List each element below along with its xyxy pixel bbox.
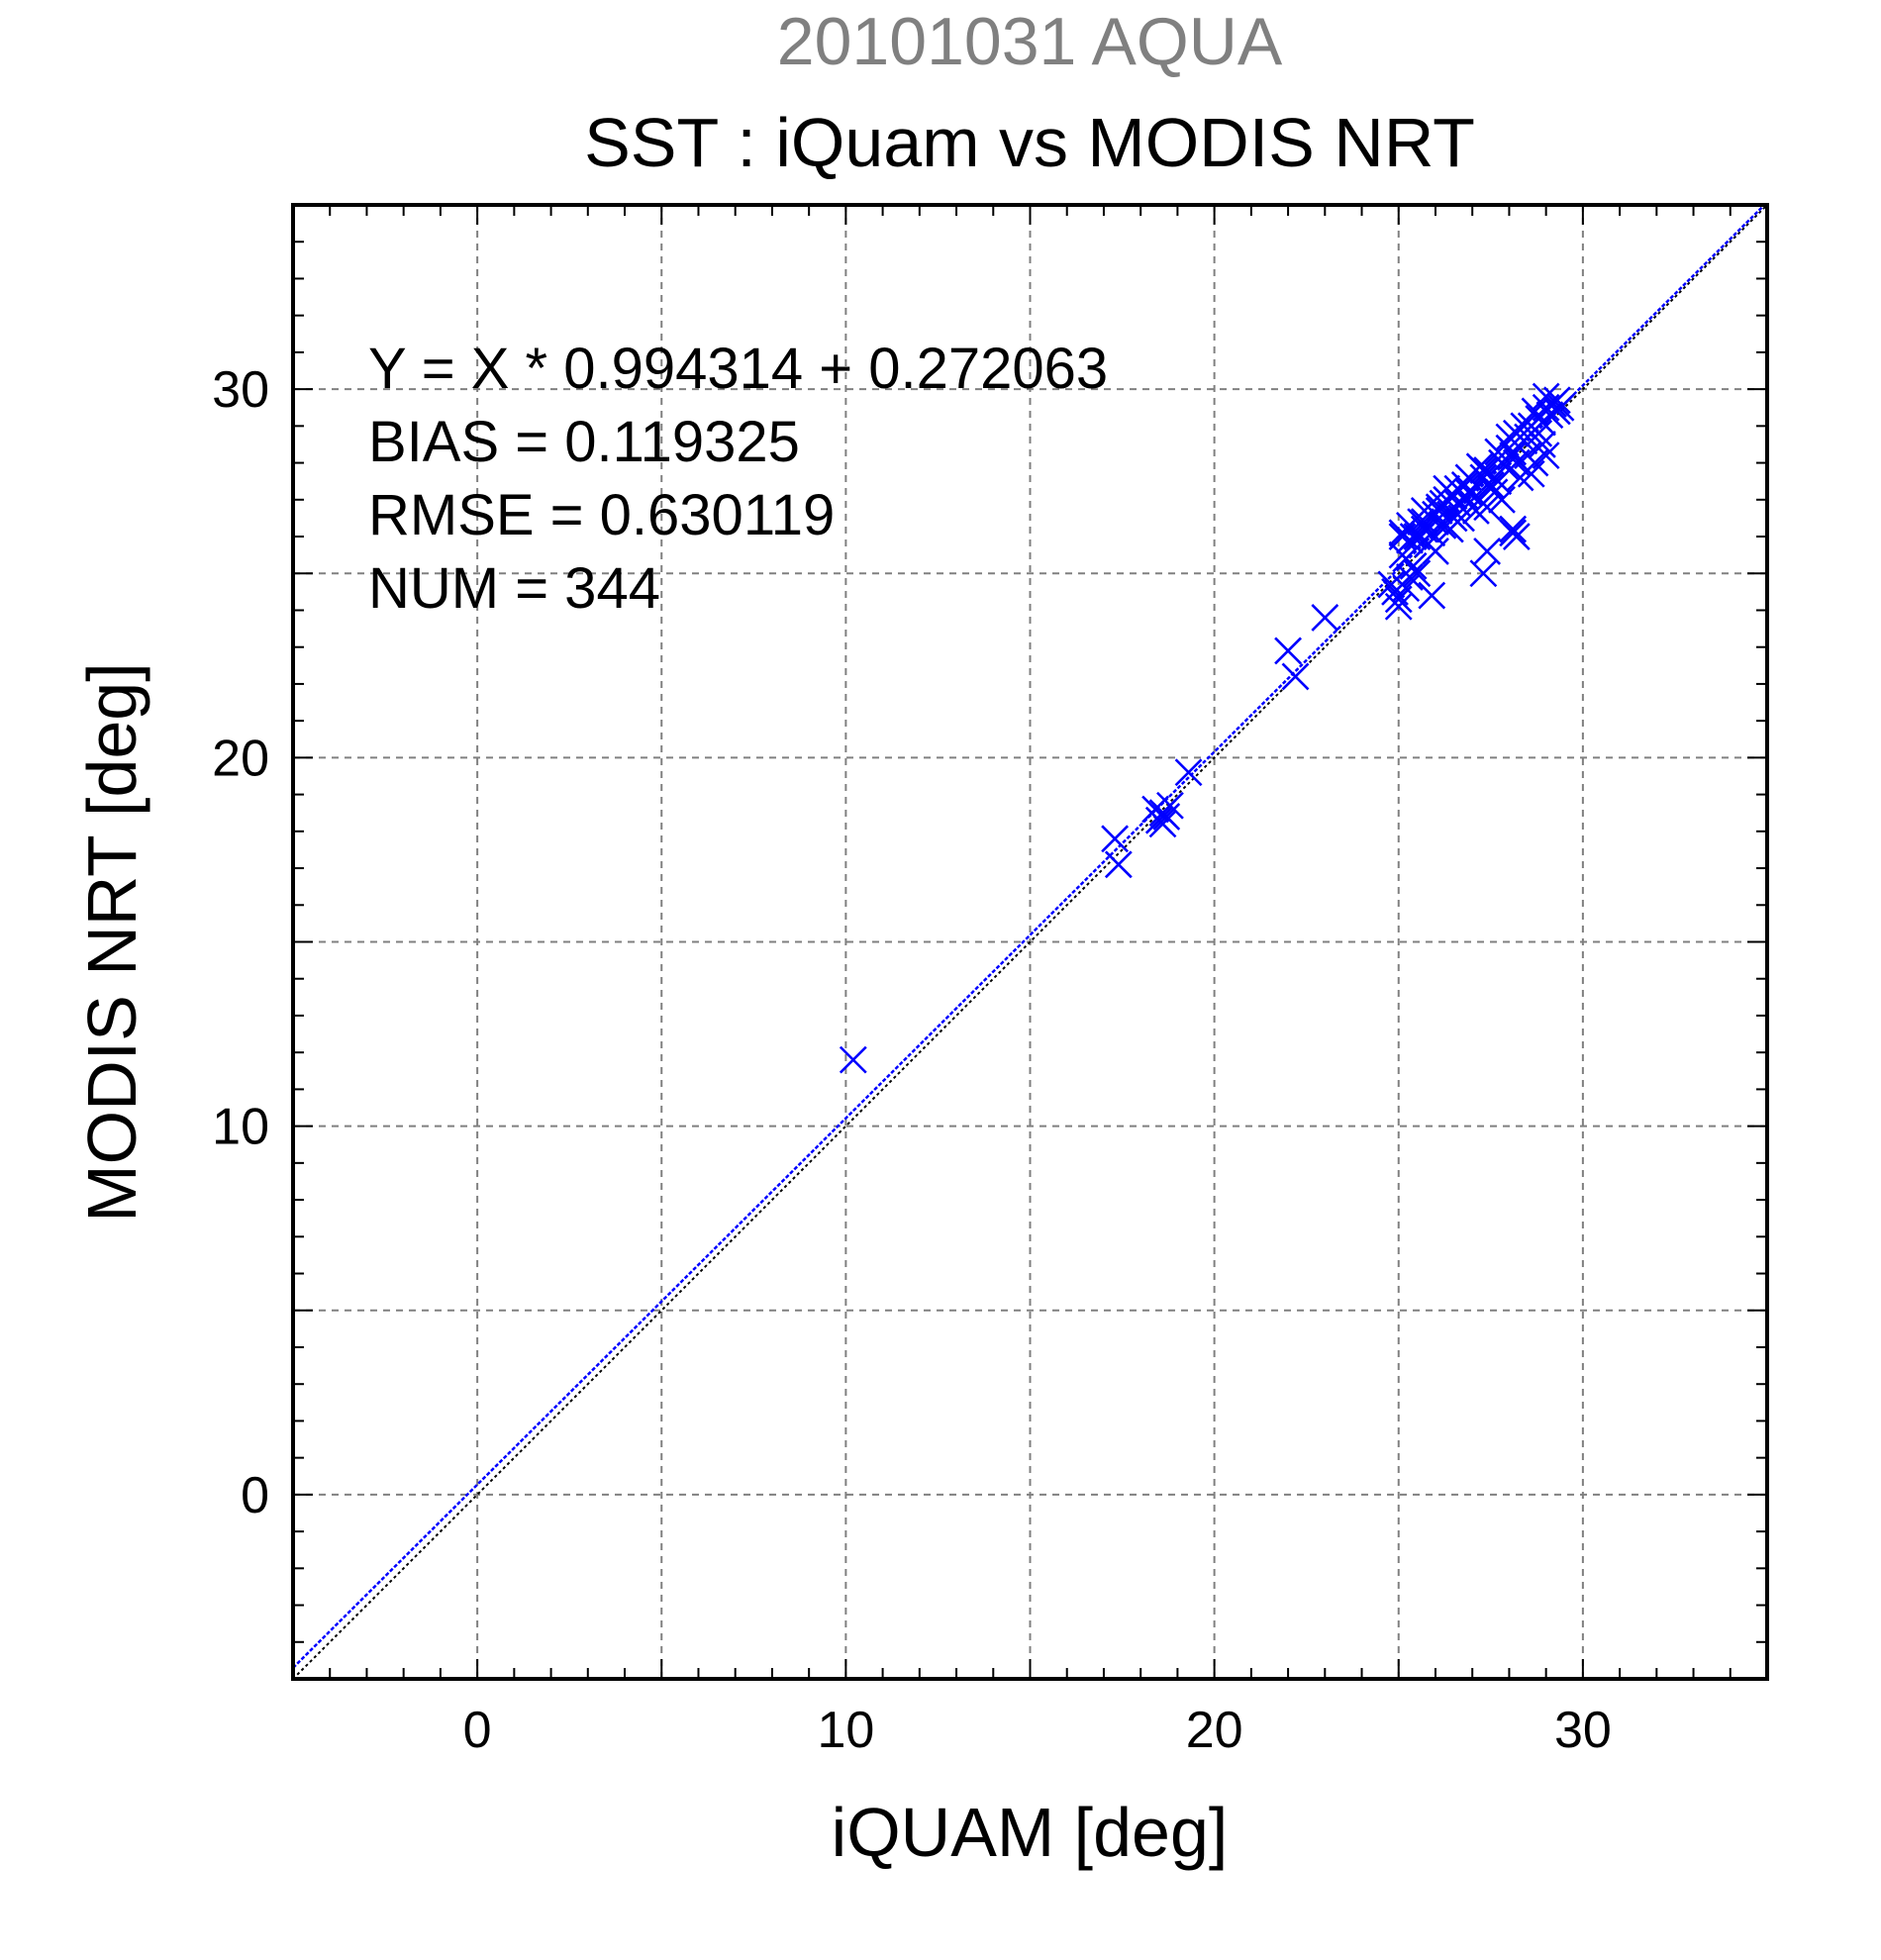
x-tick-label: 30 [1554, 1702, 1612, 1759]
data-point [1542, 386, 1571, 415]
annotation-bias: BIAS = 0.119325 [368, 410, 800, 474]
data-point [1311, 604, 1339, 632]
data-point [1484, 438, 1513, 466]
x-axis-label: iQUAM [deg] [832, 1794, 1229, 1871]
plot-frame [291, 203, 1769, 1681]
data-point [1392, 544, 1421, 573]
grid-layer [293, 205, 1767, 1679]
x-tick-label: 20 [1186, 1702, 1243, 1759]
data-point [1510, 412, 1538, 441]
data-point [1403, 559, 1432, 588]
data-point [1281, 662, 1310, 691]
data-point [1469, 456, 1498, 484]
data-point [1396, 563, 1424, 591]
y-tick-label: 30 [212, 361, 269, 419]
data-point [1407, 508, 1435, 537]
data-point [1148, 810, 1177, 838]
x-tick-label: 10 [817, 1702, 874, 1759]
data-point [1101, 825, 1130, 853]
data-point [1418, 581, 1446, 610]
y-tick-label: 10 [212, 1099, 269, 1156]
data-point [1156, 791, 1184, 820]
data-point [1499, 515, 1528, 543]
data-point [1502, 523, 1531, 550]
marker-layer [839, 382, 1575, 1074]
data-point [1439, 482, 1468, 510]
data-point [1488, 485, 1516, 514]
data-point [1502, 448, 1531, 477]
data-point [1473, 456, 1502, 484]
data-point [1469, 559, 1498, 588]
annotation-num: NUM = 344 [368, 556, 660, 621]
data-point [1532, 382, 1560, 411]
data-point [1152, 803, 1181, 831]
data-point [1384, 592, 1413, 621]
chart-title: SST : iQuam vs MODIS NRT [584, 104, 1475, 181]
stats-annotations: Y = X * 0.994314 + 0.272063 BIAS = 0.119… [368, 337, 1108, 621]
annotation-rmse: RMSE = 0.630119 [368, 483, 835, 547]
y-tick-label: 0 [241, 1467, 269, 1524]
data-point [1542, 397, 1571, 426]
chart-subtitle: 20101031 AQUA [777, 4, 1283, 79]
data-point [1525, 419, 1553, 447]
y-axis-label: MODIS NRT [deg] [73, 662, 150, 1222]
data-point [1396, 511, 1424, 539]
data-point [1392, 574, 1421, 603]
x-tick-label: 0 [463, 1702, 492, 1759]
y-tick-label: 20 [212, 730, 269, 787]
data-point [1174, 758, 1203, 787]
data-point [1104, 850, 1133, 879]
tick-label-layer: 0 10 20 30 0 10 20 30 [212, 361, 1612, 1759]
data-point [1399, 523, 1428, 550]
annotation-fit: Y = X * 0.994314 + 0.272063 [368, 337, 1108, 401]
data-point [1514, 423, 1541, 451]
data-point [1274, 637, 1302, 665]
data-point [1473, 493, 1502, 522]
data-point [1473, 537, 1502, 565]
data-point [839, 1045, 867, 1074]
